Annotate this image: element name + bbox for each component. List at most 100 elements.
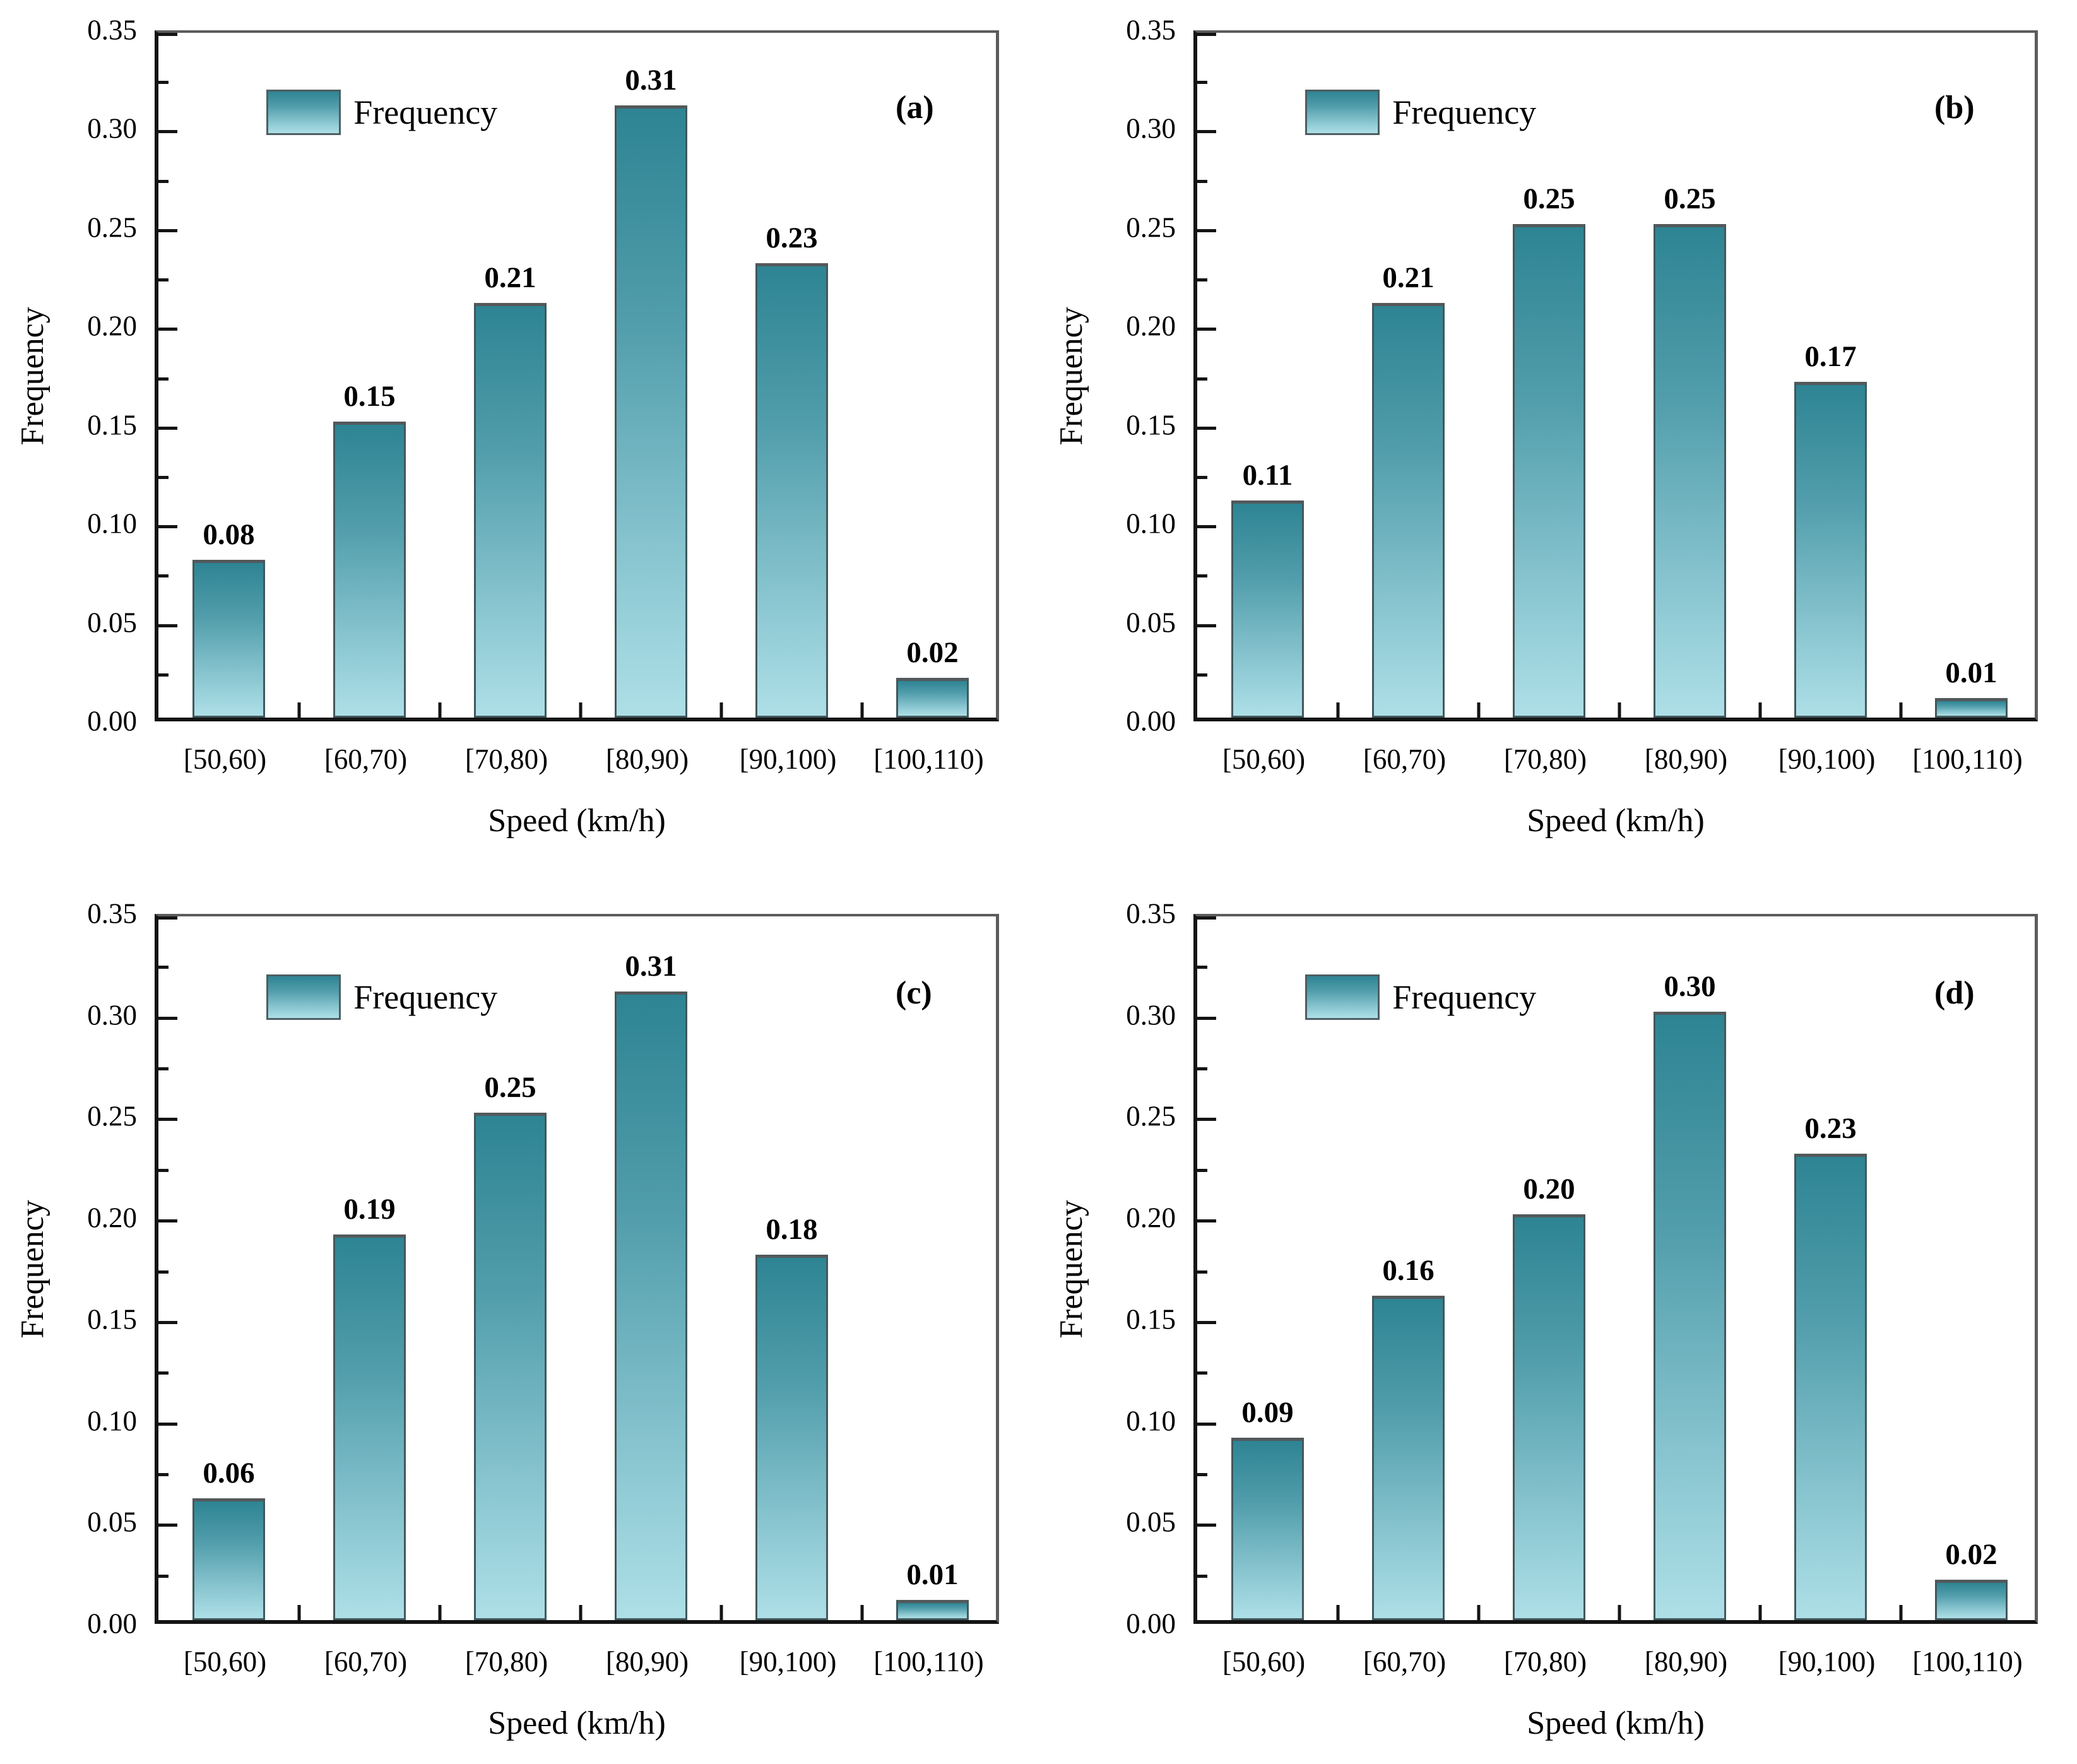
- x-axis-tick: [438, 1605, 442, 1620]
- legend-label: Frequency: [1392, 978, 1537, 1017]
- y-axis-tick-label: 0.15: [1126, 409, 1176, 441]
- y-axis-tick-label: 0.20: [1126, 1202, 1176, 1234]
- bar-value-label: 0.11: [1242, 458, 1293, 492]
- x-axis-tick: [1899, 702, 1903, 718]
- y-axis-major-tick: [158, 1320, 177, 1324]
- y-axis-tick-label: 0.20: [87, 1202, 137, 1234]
- y-axis-major-tick: [1197, 624, 1216, 627]
- x-axis-category-label: [50,60): [183, 1646, 267, 1678]
- bar-value-label: 0.31: [625, 64, 677, 97]
- frequency-bar: [192, 1498, 266, 1620]
- y-axis-minor-tick: [158, 278, 169, 282]
- legend-swatch-frequency: [266, 974, 341, 1021]
- legend: Frequency: [1305, 89, 1537, 135]
- x-axis-tick: [438, 702, 442, 718]
- y-axis-minor-tick: [158, 1574, 169, 1578]
- y-axis-tick-label: 0.30: [87, 999, 137, 1031]
- y-axis-tick-label: 0.15: [1126, 1303, 1176, 1335]
- x-axis-category-label: [100,110): [873, 1646, 984, 1678]
- x-axis-tick: [1477, 1605, 1481, 1620]
- y-axis-minor-tick: [1197, 475, 1207, 479]
- x-axis-category-label: [50,60): [1222, 743, 1306, 775]
- x-axis-category-label: [50,60): [1222, 1646, 1306, 1678]
- y-axis-major-tick: [1197, 33, 1216, 36]
- frequency-bar: [1371, 303, 1445, 718]
- bar-value-label: 0.15: [343, 379, 396, 413]
- y-axis-tick-label: 0.10: [87, 507, 137, 540]
- y-axis-tick-label: 0.00: [87, 705, 137, 737]
- frequency-bar: [1371, 1295, 1445, 1620]
- y-axis-major-tick: [158, 33, 177, 36]
- bar-value-label: 0.20: [1523, 1173, 1575, 1206]
- x-axis-category-label: [90,100): [1778, 743, 1876, 775]
- plot-area: 0.06 0.19 0.25 0.31 0.18 0.01 Frequency (c): [155, 914, 999, 1624]
- bar-value-label: 0.25: [1523, 182, 1575, 215]
- y-axis-minor-tick: [1197, 278, 1207, 282]
- y-axis-major-tick: [1197, 1016, 1216, 1020]
- bar-value-label: 0.08: [203, 518, 255, 551]
- frequency-bar: [333, 1234, 406, 1620]
- frequency-bar: [333, 421, 406, 718]
- x-axis-category-label: [50,60): [183, 743, 267, 775]
- x-axis-title: Speed (km/h): [488, 803, 666, 839]
- y-axis-tick-label: 0.05: [1126, 607, 1176, 639]
- chart-panel-c: 0.06 0.19 0.25 0.31 0.18 0.01 Frequency (c) 0.00…: [0, 884, 1038, 1764]
- y-axis-tick-label: 0.00: [1126, 705, 1176, 737]
- y-axis-minor-tick: [158, 1270, 169, 1274]
- y-axis-minor-tick: [1197, 1270, 1207, 1274]
- x-axis-tick: [579, 1605, 583, 1620]
- y-axis-major-tick: [158, 1422, 177, 1426]
- bar-value-label: 0.25: [1664, 182, 1716, 215]
- panel-letter: (d): [1934, 974, 1975, 1011]
- y-axis-tick-label: 0.05: [87, 1506, 137, 1538]
- x-axis-category-label: [70,80): [465, 1646, 548, 1678]
- y-axis-major-tick: [158, 328, 177, 331]
- x-axis-category-label: [100,110): [1912, 1646, 2023, 1678]
- frequency-bar: [614, 991, 688, 1620]
- y-axis-tick-label: 0.35: [1126, 897, 1176, 930]
- legend-label: Frequency: [1392, 93, 1537, 131]
- y-axis-major-tick: [1197, 1219, 1216, 1223]
- y-axis-title: Frequency: [15, 1199, 50, 1339]
- plot-area: 0.09 0.16 0.20 0.30 0.23 0.02 Frequency (d): [1193, 914, 2038, 1624]
- frequency-bar: [1934, 697, 2008, 718]
- bar-value-label: 0.16: [1382, 1253, 1435, 1287]
- bar-value-label: 0.01: [906, 1558, 959, 1591]
- frequency-bar: [473, 303, 547, 718]
- y-axis-minor-tick: [1197, 574, 1207, 578]
- y-axis-major-tick: [158, 228, 177, 232]
- legend-swatch-frequency: [1305, 974, 1380, 1021]
- x-axis-tick: [1618, 1605, 1621, 1620]
- y-axis-major-tick: [158, 916, 177, 920]
- bar-value-label: 0.31: [625, 949, 677, 983]
- bar-value-label: 0.01: [1945, 656, 1997, 689]
- x-axis-tick: [719, 1605, 723, 1620]
- y-axis-tick-label: 0.25: [87, 211, 137, 244]
- y-axis-minor-tick: [1197, 1574, 1207, 1578]
- y-axis-major-tick: [158, 1219, 177, 1223]
- y-axis-tick-label: 0.10: [1126, 507, 1176, 540]
- y-axis-minor-tick: [158, 475, 169, 479]
- bar-value-label: 0.09: [1241, 1395, 1294, 1429]
- y-axis-major-tick: [158, 130, 177, 134]
- x-axis-tick: [860, 1605, 864, 1620]
- x-axis-category-label: [60,70): [1363, 1646, 1447, 1678]
- y-axis-major-tick: [158, 624, 177, 627]
- y-axis-tick-label: 0.05: [87, 607, 137, 639]
- frequency-bar: [1934, 1579, 2008, 1620]
- y-axis-major-tick: [158, 1524, 177, 1527]
- y-axis-tick-label: 0.35: [87, 14, 137, 46]
- y-axis-tick-label: 0.00: [1126, 1607, 1176, 1640]
- bar-value-label: 0.02: [906, 636, 959, 670]
- frequency-bar: [896, 678, 969, 718]
- y-axis-tick-label: 0.20: [1126, 310, 1176, 342]
- x-axis-category-label: [100,110): [873, 743, 984, 775]
- legend-label: Frequency: [353, 978, 498, 1017]
- bar-value-label: 0.23: [766, 222, 818, 255]
- y-axis-major-tick: [1197, 1422, 1216, 1426]
- x-axis-category-label: [70,80): [1503, 743, 1587, 775]
- y-axis-tick-label: 0.30: [87, 112, 137, 145]
- bar-value-label: 0.30: [1664, 969, 1716, 1003]
- x-axis-title: Speed (km/h): [488, 1705, 666, 1741]
- y-axis-minor-tick: [1197, 81, 1207, 85]
